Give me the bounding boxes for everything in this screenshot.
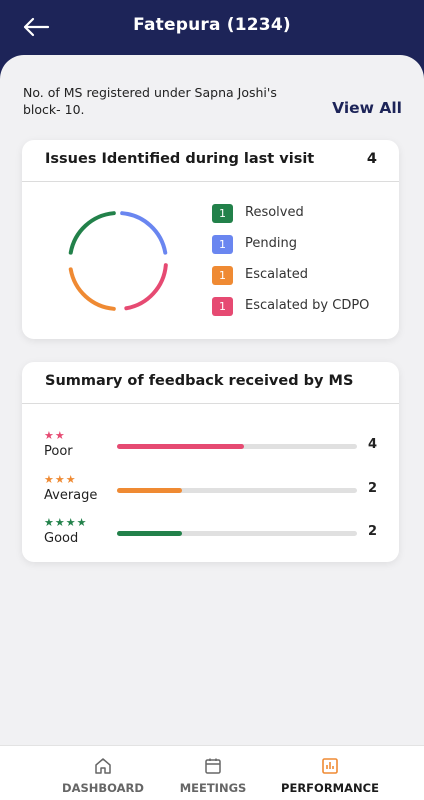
ms-registered-info: No. of MS registered under Sapna Joshi's… [23, 85, 277, 117]
issues-card-header: Issues Identified during last visit 4 [22, 140, 399, 182]
feedback-row-average: ★★★ Average 2 [22, 474, 399, 516]
nav-label-meetings: MEETINGS [179, 781, 247, 795]
bar-chart-icon [322, 758, 338, 774]
feedback-label-good: Good [44, 531, 79, 546]
feedback-bar-fill-good [117, 531, 182, 536]
feedback-bar-poor [117, 444, 357, 449]
view-all-link[interactable]: View All [332, 99, 402, 117]
issues-total-count: 4 [366, 151, 377, 167]
legend-label-escalated: Escalated [245, 267, 309, 282]
legend-label-resolved: Resolved [245, 205, 304, 220]
arrow-left-icon [23, 17, 50, 37]
calendar-icon [205, 758, 221, 774]
star-rating-icon: ★★★ [44, 473, 77, 486]
content-sheet: No. of MS registered under Sapna Joshi's… [0, 55, 424, 745]
feedback-label-poor: Poor [44, 444, 73, 459]
feedback-card: Summary of feedback received by MS ★★ Po… [22, 362, 399, 562]
feedback-bar-average [117, 488, 357, 493]
page-title: Fatepura (1234) [133, 15, 291, 35]
issues-card-title: Issues Identified during last visit [45, 151, 315, 167]
feedback-card-title: Summary of feedback received by MS [45, 373, 354, 389]
donut-segment-resolved [68, 211, 116, 255]
legend-label-escalated-cdpo: Escalated by CDPO [245, 298, 370, 313]
legend-badge-escalated-cdpo: 1 [212, 297, 233, 316]
nav-label-performance: PERFORMANCE [281, 781, 379, 795]
nav-dashboard[interactable]: DASHBOARD [58, 746, 148, 800]
legend-badge-resolved: 1 [212, 204, 233, 223]
feedback-count-poor: 4 [367, 437, 377, 452]
feedback-count-good: 2 [367, 524, 377, 539]
donut-segment-pending [120, 211, 168, 255]
donut-segment-escalated-cdpo [124, 263, 168, 311]
home-icon [95, 758, 111, 774]
feedback-bar-fill-average [117, 488, 182, 493]
legend-badge-pending: 1 [212, 235, 233, 254]
feedback-row-good: ★★★★ Good 2 [22, 517, 399, 559]
feedback-row-poor: ★★ Poor 4 [22, 430, 399, 472]
feedback-bar-good [117, 531, 357, 536]
issues-card: Issues Identified during last visit 4 1 … [22, 140, 399, 339]
donut-segment-escalated [68, 267, 116, 311]
legend-badge-escalated: 1 [212, 266, 233, 285]
issues-donut-chart [68, 211, 168, 311]
star-rating-icon: ★★★★ [44, 516, 88, 529]
legend-label-pending: Pending [245, 236, 297, 251]
back-button[interactable] [22, 15, 50, 39]
nav-meetings[interactable]: MEETINGS [168, 746, 258, 800]
feedback-card-header: Summary of feedback received by MS [22, 362, 399, 404]
feedback-count-average: 2 [367, 481, 377, 496]
nav-label-dashboard: DASHBOARD [62, 781, 144, 795]
bottom-navigation: DASHBOARD MEETINGS PERFORMANCE [0, 745, 424, 800]
nav-performance[interactable]: PERFORMANCE [280, 746, 380, 800]
feedback-label-average: Average [44, 488, 98, 503]
feedback-bar-fill-poor [117, 444, 245, 449]
star-rating-icon: ★★ [44, 429, 66, 442]
